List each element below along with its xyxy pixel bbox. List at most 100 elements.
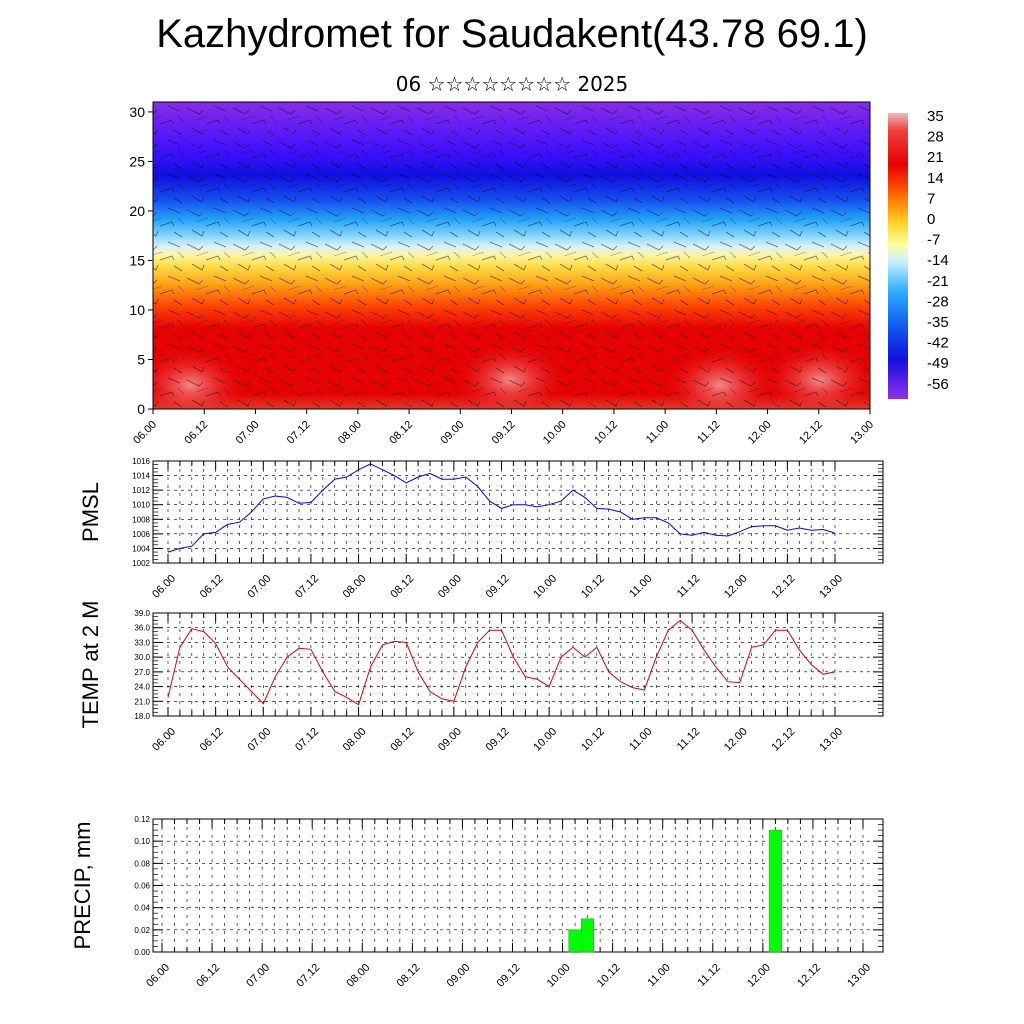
y-tick-label: 0 xyxy=(137,401,145,417)
x-tick-label: 09.12 xyxy=(495,962,523,990)
y-tick-label: 1010 xyxy=(132,501,150,510)
x-tick-label: 08.12 xyxy=(395,962,423,990)
x-tick-label: 09.00 xyxy=(438,419,466,447)
x-tick-label: 11.00 xyxy=(645,962,672,989)
colorbar xyxy=(888,113,908,399)
chart-subtitle: 06 ☆☆☆☆☆☆☆☆ 2025 xyxy=(395,72,629,96)
y-tick-label: 0.00 xyxy=(134,948,150,957)
chart-title: Kazhydromet for Saudakent(43.78 69.1) xyxy=(156,12,868,56)
y-tick-label: 24.0 xyxy=(134,683,150,692)
x-tick-label: 12.12 xyxy=(770,726,798,754)
x-tick-label: 07.00 xyxy=(244,962,272,990)
x-tick-label: 12.00 xyxy=(722,573,750,601)
y-tick-label: 0.02 xyxy=(134,926,150,935)
colorbar-label: 35 xyxy=(927,108,944,125)
y-tick-label: 5 xyxy=(137,351,145,367)
x-tick-label: 08.00 xyxy=(344,962,372,990)
x-tick-label: 08.12 xyxy=(387,419,415,447)
x-tick-label: 10.12 xyxy=(595,962,623,990)
x-tick-label: 10.12 xyxy=(579,726,607,754)
x-tick-label: 11.00 xyxy=(644,419,671,446)
y-tick-label: 0.06 xyxy=(134,882,150,891)
colorbar-label: -21 xyxy=(927,273,949,290)
x-tick-label: 07.12 xyxy=(293,726,321,754)
x-tick-label: 09.00 xyxy=(436,726,464,754)
x-tick-label: 13.00 xyxy=(848,419,876,447)
colorbar-label: -7 xyxy=(927,232,940,249)
x-tick-label: 12.00 xyxy=(722,726,750,754)
x-tick-label: 06.12 xyxy=(182,419,210,447)
wind-barbs xyxy=(153,102,870,409)
colorbar-label: 0 xyxy=(927,211,935,228)
y-tick-label: 36.0 xyxy=(134,624,150,633)
x-tick-label: 12.12 xyxy=(795,962,823,990)
pmsl-series-line xyxy=(167,463,836,553)
x-tick-label: 09.12 xyxy=(484,726,512,754)
y-tick-label: 15 xyxy=(129,252,145,268)
y-tick-label: 21.0 xyxy=(134,697,150,706)
colorbar-label: 14 xyxy=(927,170,944,187)
y-tick-label: 10 xyxy=(129,302,145,318)
colorbar-label: -49 xyxy=(927,355,949,372)
x-tick-label: 09.12 xyxy=(490,419,518,447)
colorbar-label: 28 xyxy=(927,129,944,146)
y-tick-label: 20 xyxy=(129,203,145,219)
y-tick-label: 1016 xyxy=(132,457,150,466)
y-tick-label: 1014 xyxy=(132,472,150,481)
precip-bar xyxy=(568,929,582,953)
y-tick-label: 30 xyxy=(129,104,145,120)
x-tick-label: 12.00 xyxy=(746,419,774,447)
y-tick-label: 30.0 xyxy=(134,653,150,662)
y-tick-label: 1002 xyxy=(132,559,150,568)
colorbar-label: -35 xyxy=(927,314,949,331)
x-tick-label: 09.00 xyxy=(445,962,473,990)
x-tick-label: 11.12 xyxy=(675,573,702,600)
x-tick-label: 12.00 xyxy=(745,962,773,990)
temp-series-line xyxy=(167,619,836,706)
colorbar-label: -42 xyxy=(927,335,949,352)
colorbar-label: -14 xyxy=(927,252,949,269)
x-tick-label: 11.12 xyxy=(696,962,723,989)
x-tick-label: 09.00 xyxy=(436,573,464,601)
precip-panel-ylabel: PRECIP, mm xyxy=(70,822,95,950)
x-tick-label: 07.12 xyxy=(294,962,322,990)
colorbar-label: 7 xyxy=(927,190,935,207)
x-tick-label: 12.12 xyxy=(797,419,825,447)
x-tick-label: 13.00 xyxy=(845,962,873,990)
y-tick-label: 39.0 xyxy=(134,609,150,618)
x-tick-label: 12.12 xyxy=(770,573,798,601)
x-tick-label: 10.00 xyxy=(545,962,573,990)
temp-panel-ylabel: TEMP at 2 M xyxy=(78,601,103,729)
x-tick-label: 10.00 xyxy=(541,419,569,447)
pmsl-panel-frame xyxy=(152,460,884,564)
x-tick-label: 06.12 xyxy=(198,573,226,601)
y-tick-label: 0.04 xyxy=(134,904,150,913)
x-tick-label: 13.00 xyxy=(817,726,845,754)
x-tick-label: 06.00 xyxy=(150,573,178,601)
x-tick-label: 06.00 xyxy=(131,419,159,447)
y-tick-label: 0.12 xyxy=(134,815,150,824)
x-tick-label: 07.12 xyxy=(293,573,321,601)
y-tick-label: 1008 xyxy=(132,515,150,524)
y-tick-label: 33.0 xyxy=(134,638,150,647)
x-tick-label: 09.12 xyxy=(484,573,512,601)
x-tick-label: 06.00 xyxy=(150,726,178,754)
x-tick-label: 08.00 xyxy=(341,573,369,601)
x-tick-label: 07.12 xyxy=(285,419,313,447)
x-tick-label: 10.00 xyxy=(531,726,559,754)
colorbar-label: -56 xyxy=(927,376,949,393)
x-tick-label: 06.12 xyxy=(198,726,226,754)
pmsl-panel-ylabel: PMSL xyxy=(78,482,103,542)
x-tick-label: 07.00 xyxy=(234,419,262,447)
colorbar-label: -28 xyxy=(927,293,949,310)
y-tick-label: 1012 xyxy=(132,486,150,495)
y-tick-label: 1006 xyxy=(132,530,150,539)
x-tick-label: 10.12 xyxy=(579,573,607,601)
y-tick-label: 1004 xyxy=(132,544,150,553)
x-tick-label: 13.00 xyxy=(817,573,845,601)
y-tick-label: 25 xyxy=(129,153,145,169)
x-tick-label: 10.12 xyxy=(592,419,620,447)
x-tick-label: 11.00 xyxy=(627,726,654,753)
heatmap-field xyxy=(153,102,870,409)
